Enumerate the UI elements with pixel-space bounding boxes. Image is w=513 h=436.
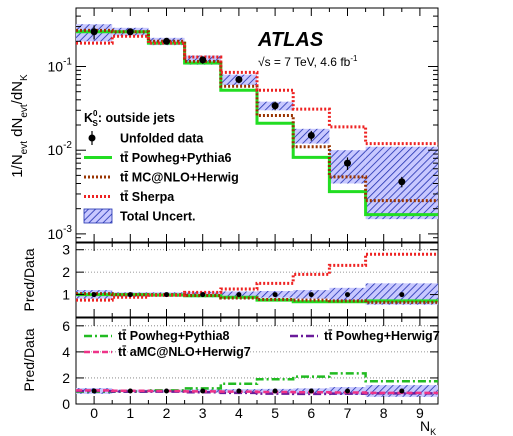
y-tick-label: 2	[62, 264, 70, 280]
data-point	[164, 388, 169, 394]
data-point	[127, 388, 133, 394]
data-point	[272, 388, 278, 394]
legend-item-sherpa: tt̄ Sherpa	[84, 190, 175, 204]
main-y-axis-label: 1/Nevt dNevt/dNK	[9, 74, 30, 178]
y-tick-label: 10-1	[48, 57, 73, 75]
data-point	[90, 28, 98, 36]
series-sherpa	[76, 34, 438, 146]
data-point	[91, 292, 97, 298]
x-tick-label: 3	[199, 405, 207, 421]
legend-item-uncert: Total Uncert.	[83, 208, 195, 224]
data-point	[200, 388, 206, 394]
series-sherpa	[76, 252, 438, 302]
main-legend: Unfolded data tt̄ Powheg+Pythia6 tt̄ MC@NL…	[83, 131, 239, 224]
data-point	[307, 131, 315, 139]
y-tick-label: 10-2	[48, 140, 73, 158]
legend-label: tt̄ Powheg+Herwig7	[324, 329, 440, 343]
data-point	[91, 388, 97, 394]
data-point	[126, 28, 134, 36]
legend-marker-point	[88, 134, 96, 142]
legend-label: tt̄ aMC@NLO+Herwig7	[118, 345, 251, 359]
x-tick-label: 5	[271, 405, 279, 421]
main-panel: 10-3 10-2 10-1 1/Nevt dNevt/dNK ATLAS √s =…	[9, 7, 439, 243]
legend-label: tt̄ Powheg+Pythia8	[118, 329, 230, 343]
ratio-panel-1: 1 2 3 Pred/Data	[21, 242, 439, 318]
data-point	[271, 102, 279, 110]
legend-item-data: Unfolded data	[88, 131, 204, 146]
atlas-label: ATLAS	[257, 29, 324, 51]
selection-label: K0 S: outside jets	[84, 109, 175, 128]
x-tick-label: 0	[90, 405, 98, 421]
series-mcatnlo_herwig	[76, 28, 438, 203]
legend-item-amcatnlo_herwig7: tt̄ aMC@NLO+Herwig7	[84, 345, 251, 359]
legend-item-powheg_herwig7: tt̄ Powheg+Herwig7	[290, 329, 440, 343]
data-point	[345, 388, 350, 394]
data-point	[399, 292, 405, 298]
data-point	[345, 292, 350, 298]
legend-label: Total Uncert.	[120, 210, 195, 224]
x-tick-label: 1	[126, 405, 134, 421]
data-point	[308, 388, 314, 394]
legend-item-powheg_pythia6: tt̄ Powheg+Pythia6	[84, 151, 232, 165]
legend-label: tt̄ Powheg+Pythia6	[120, 151, 232, 165]
y-tick-label: 2	[62, 370, 70, 386]
ratio2-y-axis-label: Pred/Data	[21, 328, 37, 391]
series-mcatnlo_herwig	[76, 292, 438, 304]
ratio2-legend: tt̄ Powheg+Pythia8 tt̄ Powheg+Herwig7 tt̄ …	[84, 329, 440, 359]
data-point	[308, 292, 314, 298]
x-tick-label: 4	[235, 405, 243, 421]
x-tick-label: 8	[380, 405, 388, 421]
legend-marker-band	[83, 208, 113, 224]
data-point	[344, 159, 351, 167]
data-point	[272, 292, 278, 298]
x-tick-label: 9	[416, 405, 424, 421]
legend-item-powheg_pythia8: tt̄ Powheg+Pythia8	[84, 329, 230, 343]
y-tick-label: 10-3	[48, 224, 73, 242]
legend-label: tt̄ Sherpa	[120, 190, 175, 204]
x-tick-label: 7	[344, 405, 352, 421]
data-point	[164, 292, 169, 298]
data-point	[235, 75, 243, 83]
legend-label: tt̄ MC@NLO+Herwig	[120, 170, 239, 184]
y-tick-label: 1	[62, 287, 70, 303]
data-point	[398, 178, 406, 186]
data-point	[200, 292, 206, 298]
y-tick-label: 0	[62, 396, 70, 412]
data-point	[163, 37, 170, 45]
data-point	[236, 292, 242, 298]
ratio1-y-axis-label: Pred/Data	[21, 248, 37, 311]
x-axis-label: NK	[420, 418, 436, 436]
y-tick-label: 6	[62, 318, 70, 334]
y-tick-label: 3	[62, 242, 70, 258]
x-tick-label: 2	[163, 405, 171, 421]
energy-label: √s = 7 TeV, 4.6 fb-1	[258, 54, 358, 69]
ratio-panel-2: 0 2 4 6 0 1 2 3 4 5 6 7 8 9 Pred/Data tt̄ Powheg+Pyt…	[21, 317, 440, 436]
legend-label: Unfolded data	[120, 132, 204, 146]
legend-item-mcatnlo_herwig: tt̄ MC@NLO+Herwig	[84, 170, 239, 185]
data-point	[236, 388, 242, 394]
data-point	[399, 388, 405, 394]
data-point	[199, 56, 207, 64]
x-tick-label: 6	[307, 405, 315, 421]
y-tick-label: 4	[62, 344, 70, 360]
data-point	[127, 292, 133, 298]
